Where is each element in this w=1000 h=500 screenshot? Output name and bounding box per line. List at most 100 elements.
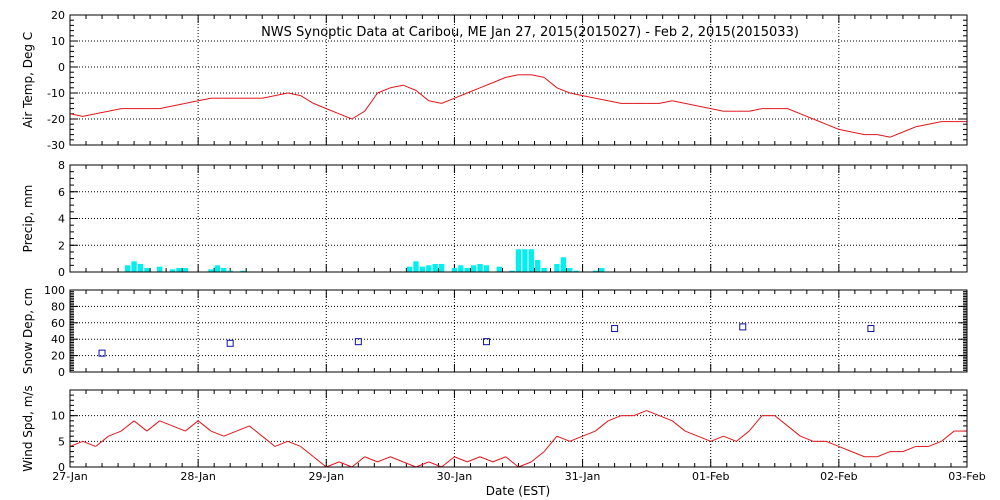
wind-line-segment bbox=[351, 456, 366, 468]
temp-line-segment bbox=[159, 105, 173, 110]
temp-line-segment bbox=[479, 82, 494, 89]
precip-bar bbox=[214, 265, 221, 272]
precip-bar bbox=[477, 263, 483, 272]
precip-bar bbox=[157, 266, 163, 272]
temp-line-segment bbox=[185, 100, 199, 104]
precip-ytick-label: 0 bbox=[58, 266, 65, 279]
temp-line-segment bbox=[787, 108, 801, 115]
x-tick-label: 27-Jan bbox=[52, 470, 88, 483]
wind-line-segment bbox=[159, 420, 173, 427]
temp-line-segment bbox=[390, 84, 404, 89]
temp-line-segment bbox=[800, 113, 814, 120]
chart-title: NWS Synoptic Data at Caribou, ME Jan 27,… bbox=[261, 25, 799, 40]
precip-bar bbox=[406, 266, 413, 272]
precip-bar bbox=[176, 267, 182, 272]
precip-bar bbox=[438, 263, 445, 272]
wind-line-segment bbox=[261, 435, 276, 447]
wind-line-segment bbox=[479, 456, 494, 463]
snow-point bbox=[98, 349, 106, 357]
temp-line-segment bbox=[928, 121, 942, 125]
precip-bar bbox=[240, 270, 246, 272]
temp-line-segment bbox=[428, 100, 442, 104]
temp-ytick-label: -10 bbox=[47, 87, 65, 100]
precip-bar bbox=[483, 265, 490, 272]
precip-ytick-label: 8 bbox=[58, 159, 65, 172]
temp-line-segment bbox=[377, 87, 391, 94]
wind-line-segment bbox=[300, 446, 314, 458]
wind-panel-frame bbox=[69, 389, 968, 468]
x-tick-label: 03-Feb bbox=[948, 470, 985, 483]
precip-bar bbox=[560, 257, 567, 272]
wind-line-segment bbox=[697, 435, 711, 442]
precip-bar bbox=[496, 266, 502, 272]
snow-point bbox=[867, 325, 875, 333]
snow-ytick-label: 80 bbox=[51, 300, 65, 313]
precip-panel-frame bbox=[69, 164, 968, 273]
snow-ytick-label: 60 bbox=[51, 317, 65, 330]
wind-line-segment bbox=[274, 440, 289, 447]
wind-line-segment bbox=[928, 440, 942, 447]
wind-line-segment bbox=[646, 410, 660, 417]
wind-line-segment bbox=[787, 425, 801, 437]
wind-line-segment bbox=[364, 456, 378, 463]
wind-line-segment bbox=[210, 430, 224, 437]
temp-panel-frame bbox=[69, 14, 968, 146]
wind-line-segment bbox=[95, 435, 109, 447]
precip-bar bbox=[413, 261, 419, 272]
temp-line-segment bbox=[467, 87, 481, 94]
precip-bar bbox=[470, 265, 477, 272]
precip-bar bbox=[573, 270, 579, 272]
temp-ytick-label: -30 bbox=[47, 139, 65, 152]
precip-bar bbox=[464, 267, 470, 272]
precip-bar bbox=[182, 267, 188, 272]
temp-y-axis-label: Air Temp, Deg C bbox=[21, 32, 35, 128]
wind-line-segment bbox=[710, 435, 724, 442]
temp-ytick-label: 10 bbox=[51, 35, 65, 48]
wind-line-segment bbox=[595, 420, 609, 432]
temp-line-segment bbox=[287, 92, 301, 97]
wind-line-segment bbox=[172, 425, 186, 432]
wind-line-segment bbox=[608, 415, 622, 422]
precip-bar bbox=[554, 263, 560, 272]
snow-ytick-label: 0 bbox=[58, 366, 65, 379]
x-tick-label: 29-Jan bbox=[309, 470, 345, 483]
temp-line-segment bbox=[825, 123, 840, 130]
wind-line-segment bbox=[723, 435, 737, 442]
precip-bar bbox=[592, 270, 599, 272]
temp-line-segment bbox=[454, 92, 468, 99]
temp-ytick-label: 20 bbox=[51, 9, 65, 22]
wind-line-segment bbox=[454, 456, 468, 463]
wind-line-segment bbox=[633, 410, 647, 417]
temp-line-segment bbox=[82, 113, 96, 117]
x-axis-label: Date (EST) bbox=[486, 484, 550, 498]
snow-point bbox=[739, 323, 747, 331]
wind-line-segment bbox=[236, 425, 250, 432]
precip-bar bbox=[131, 261, 137, 272]
snow-ytick-label: 20 bbox=[51, 350, 65, 363]
precip-bar bbox=[458, 265, 464, 272]
wind-line-segment bbox=[390, 456, 404, 463]
wind-line-segment bbox=[851, 451, 865, 458]
wind-line-segment bbox=[467, 456, 481, 463]
snow-ytick-label: 40 bbox=[51, 333, 65, 346]
wind-line-segment bbox=[582, 430, 596, 437]
temp-line-segment bbox=[889, 131, 904, 138]
temp-line-segment bbox=[274, 92, 288, 97]
temp-line-segment bbox=[402, 84, 417, 91]
wind-line-segment bbox=[441, 456, 455, 468]
wind-line-segment bbox=[377, 456, 391, 463]
precip-ytick-label: 4 bbox=[58, 213, 65, 226]
temp-line-segment bbox=[902, 126, 916, 133]
wind-line-segment bbox=[902, 446, 916, 453]
precip-bar bbox=[509, 270, 515, 272]
wind-ytick-label: 10 bbox=[51, 410, 65, 423]
snow-ytick-label: 100 bbox=[44, 284, 65, 297]
wind-line-segment bbox=[133, 420, 148, 432]
wind-line-segment bbox=[556, 435, 570, 442]
temp-line-segment bbox=[672, 100, 686, 104]
x-tick-label: 02-Feb bbox=[820, 470, 857, 483]
temp-line-segment bbox=[262, 95, 276, 99]
precip-bar bbox=[124, 265, 131, 272]
precip-ytick-label: 6 bbox=[58, 186, 65, 199]
